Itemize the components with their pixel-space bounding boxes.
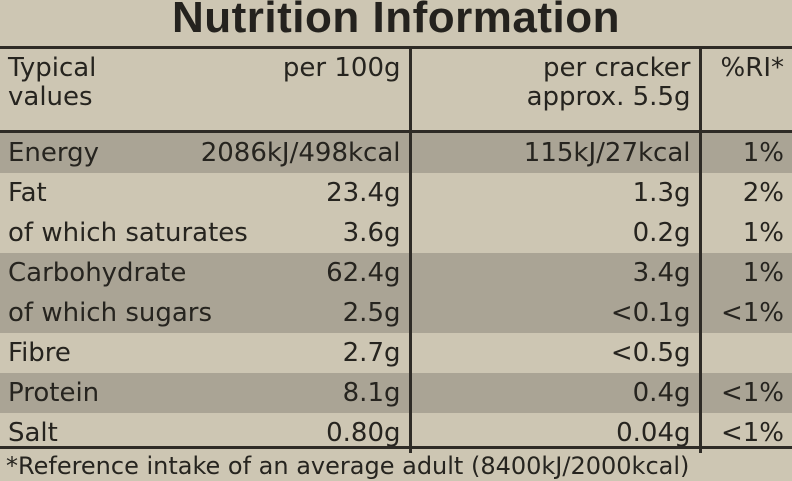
value-per-cracker: <0.1g — [410, 293, 702, 333]
value-ri: 1% — [700, 131, 792, 173]
value-per-100g: 2.7g — [342, 338, 401, 368]
cell-name-per-100g: of which saturates 3.6g — [0, 213, 412, 253]
table-header-row: Typical values per 100g per cracker appr… — [0, 49, 792, 133]
nutrient-name: of which sugars — [8, 298, 213, 328]
nutrient-name: Protein — [8, 378, 100, 408]
header-typical-per-100g: Typical values per 100g — [0, 49, 412, 133]
table-row: of which saturates 3.6g 0.2g 1% — [0, 213, 792, 253]
table-row: Fibre 2.7g <0.5g — [0, 333, 792, 373]
header-per-cracker: per cracker approx. 5.5g — [410, 49, 702, 133]
value-per-100g: 23.4g — [326, 178, 401, 208]
nutrient-name: Salt — [8, 418, 58, 448]
cell-name-per-100g: Fat 23.4g — [0, 173, 412, 213]
value-ri: 1% — [700, 253, 792, 293]
nutrition-table: Typical values per 100g per cracker appr… — [0, 49, 792, 453]
value-per-100g: 2.5g — [342, 298, 401, 328]
cell-name-per-100g: of which sugars 2.5g — [0, 293, 412, 333]
cell-name-per-100g: Protein 8.1g — [0, 373, 412, 413]
page-title: Nutrition Information — [172, 0, 620, 42]
nutrient-name: Fibre — [8, 338, 71, 368]
value-ri: <1% — [700, 293, 792, 333]
reference-intake-footnote: *Reference intake of an average adult (8… — [0, 446, 792, 481]
value-per-100g: 62.4g — [326, 258, 401, 288]
value-per-cracker: <0.5g — [410, 333, 702, 373]
nutrient-name: of which saturates — [8, 218, 248, 248]
table-row: Energy 2086kJ/498kcal 115kJ/27kcal 1% — [0, 131, 792, 173]
value-per-100g: 8.1g — [342, 378, 401, 408]
header-typical-line2: values — [8, 82, 93, 112]
value-per-cracker: 0.2g — [410, 213, 702, 253]
header-per-cracker-line1: per cracker — [543, 53, 691, 83]
value-per-100g: 2086kJ/498kcal — [200, 138, 401, 168]
value-per-cracker: 115kJ/27kcal — [410, 131, 702, 173]
cell-name-per-100g: Energy 2086kJ/498kcal — [0, 131, 412, 173]
header-ri: %RI* — [700, 49, 792, 133]
value-ri: 2% — [742, 178, 784, 208]
header-per-100g: per 100g — [282, 53, 401, 83]
nutrient-name: Fat — [8, 178, 47, 208]
value-per-cracker: 0.4g — [410, 373, 702, 413]
cell-name-per-100g: Carbohydrate 62.4g — [0, 253, 412, 293]
table-row: Protein 8.1g 0.4g <1% — [0, 373, 792, 413]
table-row: Carbohydrate 62.4g 3.4g 1% — [0, 253, 792, 293]
value-per-cracker: 3.4g — [410, 253, 702, 293]
table-row: Fat 23.4g 1.3g 2% — [0, 173, 792, 213]
nutrient-name: Carbohydrate — [8, 258, 187, 288]
value-ri: <1% — [720, 418, 784, 448]
cell-name-per-100g: Fibre 2.7g — [0, 333, 412, 373]
title-divider — [0, 46, 792, 49]
nutrient-name: Energy — [8, 138, 100, 168]
table-row: of which sugars 2.5g <0.1g <1% — [0, 293, 792, 333]
value-per-100g: 3.6g — [342, 218, 401, 248]
value-ri: 1% — [742, 218, 784, 248]
value-ri: <1% — [700, 373, 792, 413]
header-per-cracker-line2: approx. 5.5g — [526, 82, 691, 112]
value-per-cracker: 1.3g — [410, 173, 702, 213]
value-per-100g: 0.80g — [326, 418, 401, 448]
header-typical-line1: Typical — [8, 53, 97, 83]
value-ri — [700, 333, 792, 373]
